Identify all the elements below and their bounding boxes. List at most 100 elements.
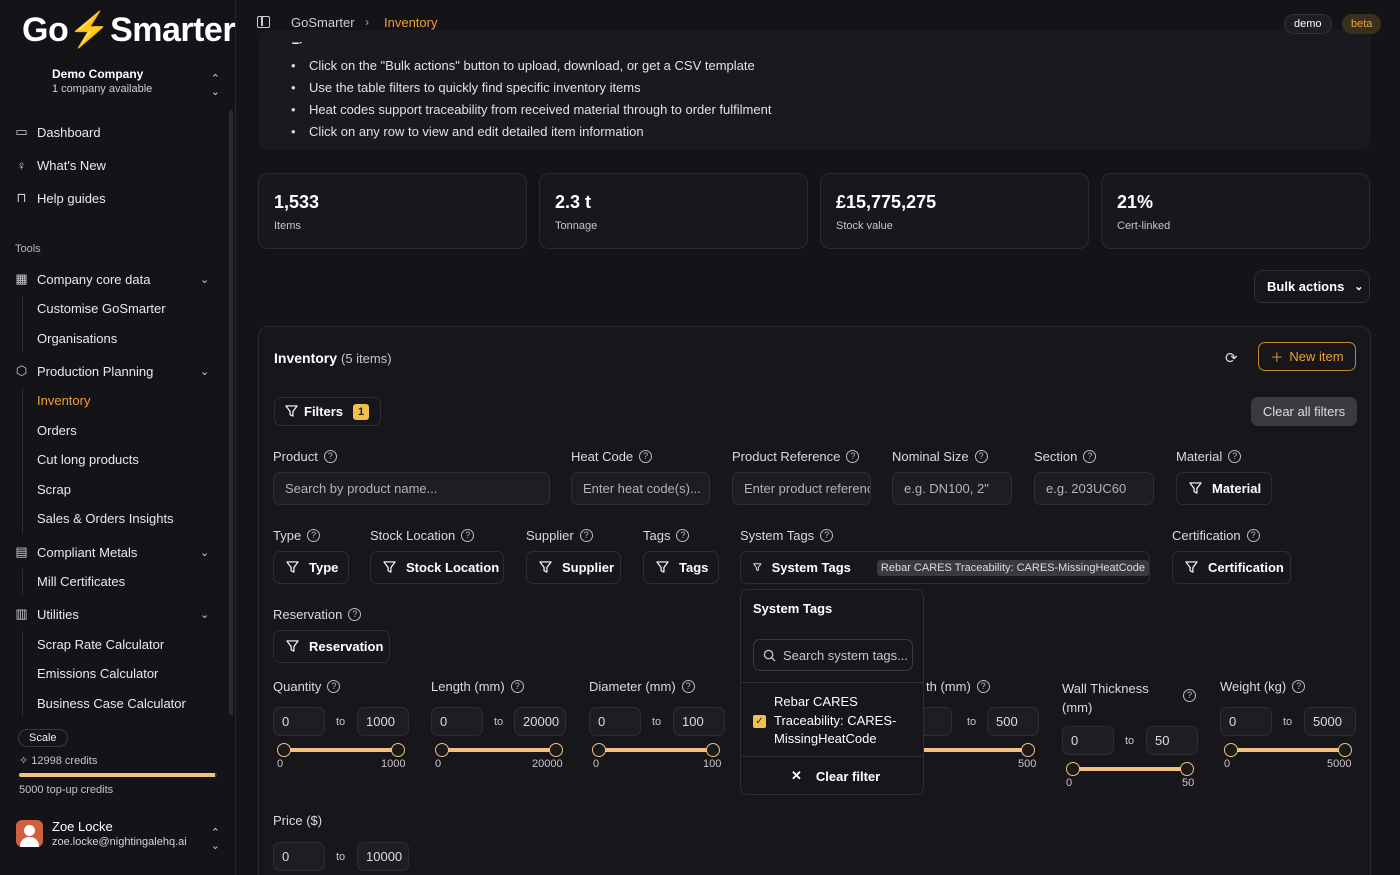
filter-label-material: Material?	[1176, 449, 1242, 464]
weight-slider-max-handle[interactable]	[1338, 743, 1352, 757]
help-circle-icon[interactable]: ?	[323, 450, 337, 463]
help-circle-icon[interactable]: ?	[348, 608, 362, 621]
reservation-filter-button[interactable]: Reservation	[273, 630, 390, 663]
quantity-max-input[interactable]: 1000	[357, 707, 409, 736]
heat-code-input[interactable]: Enter heat code(s)...	[571, 472, 710, 505]
bulk-actions-button[interactable]: Bulk actions ⌄	[1254, 270, 1370, 303]
refresh-icon[interactable]: ⟳	[1225, 350, 1238, 367]
clear-filter-button[interactable]: ✕ Clear filter	[791, 768, 880, 784]
supplier-filter-button[interactable]: Supplier	[526, 551, 621, 584]
sidebar-scrollbar[interactable]	[229, 110, 233, 715]
help-circle-icon[interactable]: ?	[974, 450, 988, 463]
user-menu[interactable]: Zoe Locke zoe.locke@nightingalehq.ai ⌃ ⌄	[16, 818, 224, 852]
quantity-slider-min-handle[interactable]	[277, 743, 291, 757]
diameter-min-input[interactable]: 0	[589, 707, 641, 736]
chevron-down-icon: ⌄	[200, 365, 210, 378]
weight-max-input[interactable]: 5000	[1304, 707, 1356, 736]
clear-all-filters-button[interactable]: Clear all filters	[1251, 397, 1357, 426]
wall-thickness-max-input[interactable]: 50	[1146, 726, 1198, 755]
label-text: Quantity	[273, 679, 322, 694]
label-text: Heat Code	[571, 449, 634, 464]
nav-whats-new[interactable]: ♀ What's New	[14, 152, 106, 178]
sidebar-toggle-icon[interactable]	[257, 16, 270, 28]
weight-slider-min-handle[interactable]	[1224, 743, 1238, 757]
filters-button[interactable]: Filters 1	[274, 397, 381, 426]
nav-sales-orders-insights[interactable]: Sales & Orders Insights	[37, 511, 174, 526]
bulk-actions-label: Bulk actions	[1267, 279, 1345, 294]
material-filter-button[interactable]: Material	[1176, 472, 1272, 505]
help-circle-icon[interactable]: ?	[1246, 529, 1260, 542]
new-item-button[interactable]: ＋ New item	[1258, 342, 1356, 371]
certification-filter-button[interactable]: Certification	[1172, 551, 1291, 584]
nav-mill-certificates[interactable]: Mill Certificates	[37, 574, 126, 589]
help-circle-icon[interactable]: ?	[976, 680, 990, 693]
price-min-input[interactable]: 0	[273, 842, 325, 871]
depth-max-input[interactable]: 500	[987, 707, 1039, 736]
help-circle-icon[interactable]: ?	[681, 680, 695, 693]
quantity-min-input[interactable]: 0	[273, 707, 325, 736]
nav-orders[interactable]: Orders	[37, 423, 77, 438]
diameter-slider-track	[599, 748, 713, 752]
wall-thickness-slider-min-handle[interactable]	[1066, 762, 1080, 776]
wall-thickness-min-input[interactable]: 0	[1062, 726, 1114, 755]
diameter-max-input[interactable]: 100	[673, 707, 725, 736]
checkbox-checked-icon[interactable]: ✓	[753, 715, 766, 728]
help-circle-icon[interactable]: ?	[579, 529, 593, 542]
length-max-input[interactable]: 20000	[514, 707, 566, 736]
type-filter-button[interactable]: Type	[273, 551, 349, 584]
length-slider-min-handle[interactable]	[435, 743, 449, 757]
nav-company-core-data[interactable]: ▦ Company core data ⌄	[14, 266, 209, 292]
help-circle-icon[interactable]: ?	[1183, 689, 1196, 702]
nav-organisations[interactable]: Organisations	[37, 331, 118, 346]
nav-help-guides[interactable]: ⊓ Help guides	[14, 185, 105, 211]
stock-location-filter-button[interactable]: Stock Location	[370, 551, 504, 584]
length-min-input[interactable]: 0	[431, 707, 483, 736]
system-tag-option[interactable]: ✓ Rebar CARES Traceability: CARES- Missi…	[753, 693, 913, 749]
tip-item: Use the table filters to quickly find sp…	[291, 80, 771, 102]
nav-emissions-calculator[interactable]: Emissions Calculator	[37, 666, 159, 681]
product-search-input[interactable]: Search by product name...	[273, 472, 550, 505]
help-circle-icon[interactable]: ?	[327, 680, 341, 693]
help-circle-icon[interactable]: ?	[461, 529, 475, 542]
nav-inventory[interactable]: Inventory	[37, 393, 91, 408]
tags-filter-button[interactable]: Tags	[643, 551, 719, 584]
section-input[interactable]: e.g. 203UC60	[1034, 472, 1154, 505]
system-tags-filter-button[interactable]: System Tags Rebar CARES Traceability: CA…	[740, 551, 1150, 584]
nav-scrap-rate-calculator[interactable]: Scrap Rate Calculator	[37, 637, 165, 652]
help-circle-icon[interactable]: ?	[510, 680, 524, 693]
diameter-slider-min-handle[interactable]	[592, 743, 606, 757]
weight-min-input[interactable]: 0	[1220, 707, 1272, 736]
gosmarter-logo[interactable]: Go⚡Smarter	[22, 11, 236, 49]
nav-business-case-calculator[interactable]: Business Case Calculator	[37, 696, 186, 711]
quantity-slider-max-handle[interactable]	[391, 743, 405, 757]
help-circle-icon[interactable]: ?	[1292, 680, 1306, 693]
help-circle-icon[interactable]: ?	[307, 529, 321, 542]
company-switcher[interactable]: Demo Company 1 company available ⌃ ⌄	[12, 62, 224, 102]
diameter-slider-max-handle[interactable]	[706, 743, 720, 757]
depth-slider-max-handle[interactable]	[1021, 743, 1035, 757]
filter-label-product-reference: Product Reference?	[732, 449, 860, 464]
help-circle-icon[interactable]: ?	[820, 529, 834, 542]
product-reference-input[interactable]: Enter product reference	[732, 472, 871, 505]
nav-scrap[interactable]: Scrap	[37, 482, 71, 497]
nominal-size-input[interactable]: e.g. DN100, 2"	[892, 472, 1012, 505]
help-circle-icon[interactable]: ?	[1228, 450, 1242, 463]
help-circle-icon[interactable]: ?	[639, 450, 653, 463]
help-circle-icon[interactable]: ?	[846, 450, 860, 463]
price-max-input[interactable]: 10000	[357, 842, 409, 871]
button-label: System Tags	[771, 560, 851, 575]
nav-company-core-label: Company core data	[37, 271, 151, 287]
wall-thickness-slider-max-handle[interactable]	[1180, 762, 1194, 776]
help-circle-icon[interactable]: ?	[1083, 450, 1097, 463]
nav-dashboard[interactable]: ▭ Dashboard	[14, 119, 100, 145]
help-circle-icon[interactable]: ?	[676, 529, 690, 542]
system-tags-search-input[interactable]: Search system tags...	[753, 639, 913, 671]
nav-compliant-metals[interactable]: ▤ Compliant Metals ⌄	[14, 539, 209, 565]
nav-cut-long-products[interactable]: Cut long products	[37, 452, 139, 467]
book-open-icon: ⊓	[16, 190, 27, 205]
length-slider-max-handle[interactable]	[549, 743, 563, 757]
breadcrumb-root[interactable]: GoSmarter	[291, 15, 355, 30]
nav-production-planning[interactable]: ⬡ Production Planning ⌄	[14, 358, 209, 384]
nav-utilities[interactable]: ▥ Utilities ⌄	[14, 601, 209, 627]
nav-customise-gosmarter[interactable]: Customise GoSmarter	[37, 301, 166, 316]
